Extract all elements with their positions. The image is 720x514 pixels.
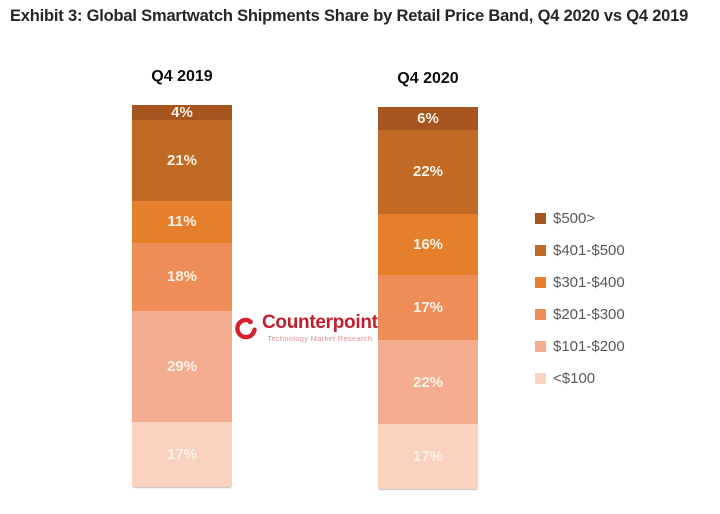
legend-label: $301-$400 [553, 273, 625, 291]
segment-value-label: 4% [171, 104, 193, 122]
bar-segment: 4% [132, 104, 232, 122]
column-header-q4-2020: Q4 2020 [397, 70, 459, 87]
legend-label: $201-$300 [553, 305, 625, 323]
bar-segment: 21% [132, 120, 232, 201]
legend-item: $101-$200 [535, 336, 625, 356]
segment-value-label: 22% [412, 163, 444, 181]
bar-segment: 22% [378, 340, 478, 425]
legend-swatch [535, 340, 546, 352]
legend-label: <$100 [553, 369, 596, 387]
segment-value-label: 18% [166, 268, 198, 286]
bar-segment: 17% [378, 275, 478, 341]
segment-value-label: 17% [166, 446, 198, 464]
legend-item: $401-$500 [535, 240, 625, 260]
legend-label: $401-$500 [553, 241, 625, 259]
legend-swatch [535, 372, 546, 384]
segment-value-label: 11% [167, 213, 197, 230]
bar-segment: 22% [378, 129, 478, 214]
column-header-q4-2019: Q4 2019 [151, 68, 213, 85]
stacked-bar-q4-2019: 4% 21% 11% 18% 29% 17% [132, 105, 232, 487]
segment-value-label: 6% [417, 109, 439, 127]
legend-swatch [535, 212, 546, 224]
legend-swatch [535, 276, 546, 288]
counterpoint-logo-name: Counterpoint [262, 312, 378, 333]
page-title: Exhibit 3: Global Smartwatch Shipments S… [10, 7, 689, 25]
legend-label: $101-$200 [553, 337, 625, 355]
legend-label: $500> [553, 209, 596, 227]
bar-segment: 6% [378, 107, 478, 130]
stacked-bar-q4-2020: 6% 22% 16% 17% 22% 17% [378, 107, 478, 490]
legend-item: $500> [535, 208, 625, 228]
segment-value-label: 29% [166, 358, 198, 376]
counterpoint-logo-tagline: Technology Market Research [267, 333, 373, 343]
bar-segment: 18% [132, 242, 232, 312]
segment-value-label: 17% [412, 448, 444, 466]
bar-segment: 11% [132, 200, 232, 243]
legend-item: $201-$300 [535, 304, 625, 324]
legend-item: $301-$400 [535, 272, 625, 292]
legend-swatch [535, 308, 546, 320]
segment-value-label: 22% [412, 373, 444, 391]
bar-segment: 16% [378, 213, 478, 276]
counterpoint-logo: Counterpoint Technology Market Research [233, 313, 378, 343]
segment-value-label: 16% [412, 236, 444, 254]
legend: $500> $401-$500 $301-$400 $201-$300 $101-$20… [535, 208, 625, 400]
legend-swatch [535, 244, 546, 256]
segment-value-label: 17% [412, 299, 444, 317]
bar-segment: 17% [132, 422, 232, 487]
bar-segment: 17% [378, 424, 478, 490]
legend-item: <$100 [535, 368, 625, 388]
bar-segment: 29% [132, 311, 232, 423]
counterpoint-logo-text: Counterpoint Technology Market Research [262, 313, 378, 343]
segment-value-label: 21% [166, 151, 198, 169]
counterpoint-logo-icon [235, 317, 257, 340]
